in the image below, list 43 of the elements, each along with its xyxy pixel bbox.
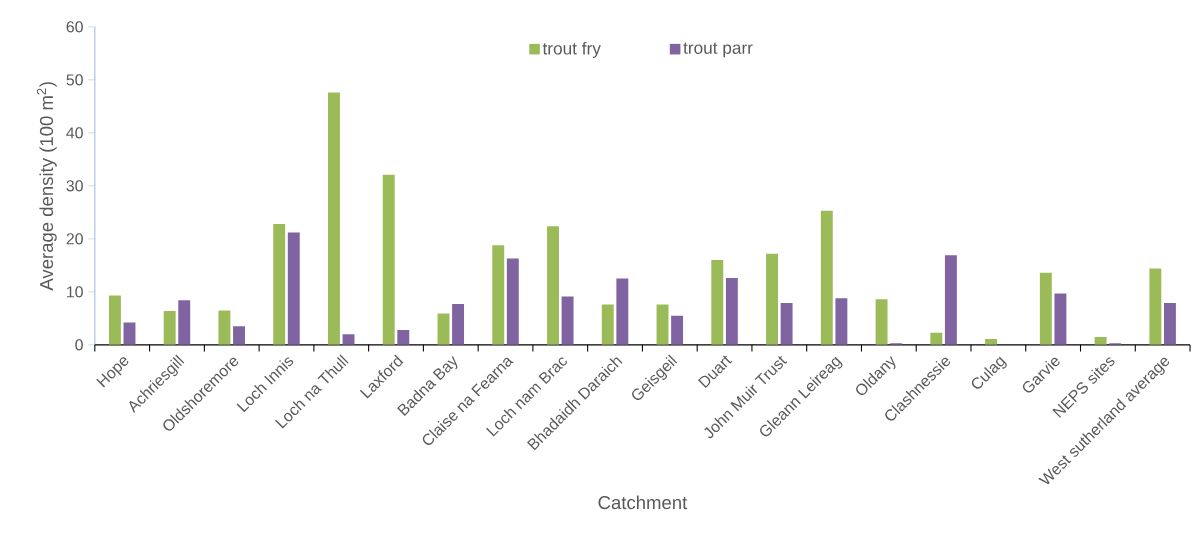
bar bbox=[506, 258, 519, 346]
bar bbox=[342, 334, 355, 346]
bar bbox=[108, 295, 121, 346]
y-tick-label: 30 bbox=[66, 180, 83, 192]
bar bbox=[944, 255, 957, 346]
bar bbox=[725, 278, 738, 346]
bar bbox=[273, 224, 286, 346]
bar bbox=[1163, 303, 1176, 346]
y-tick-label: 10 bbox=[67, 286, 83, 298]
y-axis-title: Average density (100 m$^{2}$) bbox=[36, 82, 57, 291]
y-tick-label: 50 bbox=[66, 74, 83, 86]
bar bbox=[492, 245, 505, 346]
bar bbox=[616, 278, 629, 346]
bar bbox=[711, 260, 724, 346]
bar bbox=[328, 92, 340, 346]
bar bbox=[930, 332, 943, 346]
y-tick-label: 60 bbox=[66, 21, 83, 33]
bar bbox=[835, 298, 848, 346]
x-axis-title: Catchment bbox=[598, 495, 688, 510]
bar bbox=[452, 304, 465, 346]
bar bbox=[287, 232, 300, 346]
y-tick-label: 20 bbox=[66, 233, 83, 245]
bar bbox=[875, 299, 888, 346]
bar bbox=[766, 253, 778, 346]
bar bbox=[601, 304, 614, 346]
bar bbox=[561, 296, 574, 346]
bar bbox=[1149, 268, 1162, 346]
legend-label: trout fry bbox=[542, 42, 601, 59]
legend-label: trout parr bbox=[683, 42, 753, 58]
bar bbox=[671, 315, 684, 346]
bar bbox=[397, 330, 410, 346]
bar bbox=[547, 226, 559, 346]
y-tick-label: 0 bbox=[75, 339, 83, 351]
bar bbox=[780, 303, 793, 346]
bar bbox=[1054, 293, 1067, 346]
bar bbox=[178, 300, 191, 346]
bar bbox=[1039, 273, 1052, 346]
bar bbox=[820, 210, 833, 346]
bar bbox=[382, 174, 395, 346]
bar bbox=[218, 310, 231, 346]
bar bbox=[233, 326, 245, 346]
bar bbox=[163, 311, 176, 346]
y-tick-label: 40 bbox=[66, 127, 83, 139]
